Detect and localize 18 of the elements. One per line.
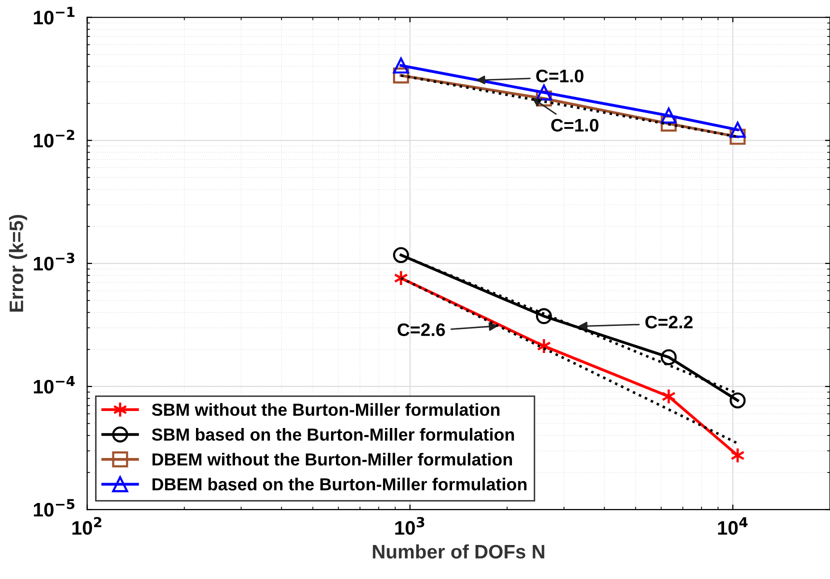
y-tick-label: 10$^{−1}$	[34, 6, 74, 24]
annotation: C=2.6	[398, 323, 445, 336]
y-tick-label: 10$^{−3}$	[34, 252, 74, 271]
legend-label: DBEM without the Burton-Miller formulation	[152, 452, 512, 466]
y-axis-title: Error (k=5)	[8, 214, 28, 312]
x-tick-label: 10$^{4}$	[718, 517, 748, 535]
legend-label: SBM without the Burton-Miller formulation	[152, 403, 500, 416]
x-tick-label: 10$^{3}$	[395, 517, 424, 535]
y-tick-label: 10$^{−5}$	[34, 499, 74, 517]
y-tick-label: 10$^{−2}$	[34, 130, 74, 148]
annotation: C=1.0	[551, 118, 598, 132]
x-axis-title: Number of DOFs N	[372, 544, 544, 559]
y-tick-label: 10$^{−4}$	[34, 376, 75, 394]
legend-label: DBEM based on the Burton-Miller formulation	[152, 478, 526, 490]
x-tick-label: 10$^{2}$	[72, 517, 102, 535]
legend-label: SBM based on the Burton-Miller formulation	[152, 428, 514, 441]
annotation: C=1.0	[536, 70, 584, 82]
annotation: C=2.2	[645, 316, 693, 328]
